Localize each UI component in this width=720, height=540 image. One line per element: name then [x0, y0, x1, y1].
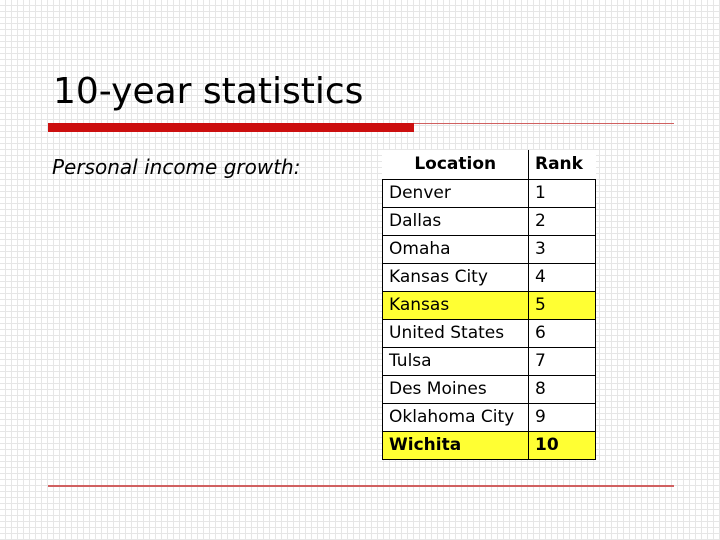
title-underline-accent: [48, 123, 414, 132]
location-column-header: Location: [414, 154, 497, 175]
rank-cell: 5: [528, 290, 596, 320]
location-cell: Omaha: [382, 234, 529, 264]
location-cell: United States: [382, 318, 529, 348]
table-row: Denver 1: [382, 178, 596, 208]
table-row: Tulsa 7: [382, 346, 596, 376]
location-cell: Denver: [382, 178, 529, 208]
location-cell: Tulsa: [382, 346, 529, 376]
table-header-row: Location Rank: [383, 150, 596, 179]
table-row: United States 6: [382, 318, 596, 348]
title-underline-thin: [414, 123, 674, 124]
table-row: Dallas 2: [382, 206, 596, 236]
rank-cell: 1: [528, 178, 596, 208]
table-row: Kansas 5: [382, 290, 596, 320]
rank-cell: 7: [528, 346, 596, 376]
location-cell: Des Moines: [382, 374, 529, 404]
location-cell: Kansas: [382, 290, 529, 320]
location-cell: Dallas: [382, 206, 529, 236]
rank-cell: 6: [528, 318, 596, 348]
rank-column-header: Rank: [528, 150, 596, 179]
rank-cell: 4: [528, 262, 596, 292]
footer-rule: [48, 485, 674, 487]
table-row: Kansas City 4: [382, 262, 596, 292]
slide-title: 10-year statistics: [53, 71, 364, 112]
rank-cell: 9: [528, 402, 596, 432]
income-growth-table: Location Rank Denver 1 Dallas 2 Omaha 3 …: [382, 150, 596, 460]
rank-cell: 3: [528, 234, 596, 264]
rank-cell: 2: [528, 206, 596, 236]
table-row: Wichita 10: [382, 430, 596, 460]
rank-cell: 10: [528, 430, 596, 460]
location-cell: Oklahoma City: [382, 402, 529, 432]
table-row: Des Moines 8: [382, 374, 596, 404]
table-row: Omaha 3: [382, 234, 596, 264]
table-row: Oklahoma City 9: [382, 402, 596, 432]
rank-cell: 8: [528, 374, 596, 404]
subtitle: Personal income growth:: [52, 155, 301, 179]
location-cell: Kansas City: [382, 262, 529, 292]
location-cell: Wichita: [382, 430, 529, 460]
